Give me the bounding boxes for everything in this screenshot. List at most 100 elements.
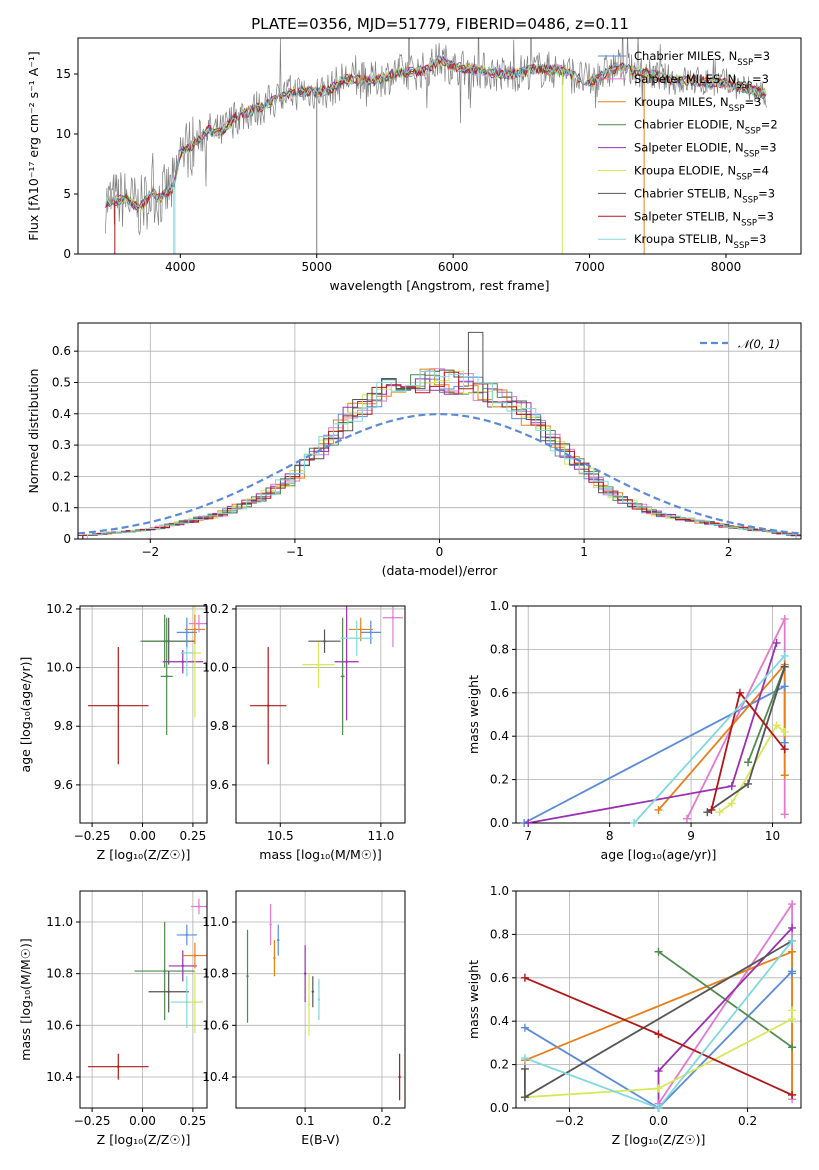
plus-marker [727,782,736,791]
x-tick-label: 0.00 [129,1114,156,1128]
data-point [303,972,307,975]
y-tick-label: 0.2 [490,1058,509,1072]
series-line-kroupa-stelib [633,655,786,823]
data-point [117,1065,120,1068]
x-tick-label: 0.25 [180,829,207,843]
y-tick-label: 15 [56,67,71,81]
y-tick-label: 10.4 [46,1070,73,1084]
legend-label: Salpeter STELIB, NSSP=3 [634,209,774,228]
y-axis-label: Normed distribution [26,369,41,494]
data-point [163,639,166,643]
plus-marker [780,727,789,736]
axes-frame [235,890,406,1109]
legend-label-gaussian: 𝒩(0, 1) [738,337,780,351]
x-tick-label: −0.25 [74,829,111,843]
plus-marker [772,721,781,730]
data-point [307,1003,311,1006]
y-tick-label: 0.6 [490,686,509,700]
panel-age_vs_Z: −0.25 0.00 0.25 9.6 9.8 10.0 10.2 Z [log₁₀(Z/Z☉… [18,602,208,862]
y-tick-label: 9.6 [54,778,73,792]
plus-marker [727,799,736,808]
legend-suffix: =3 [744,95,761,109]
plot-area [104,38,767,254]
x-tick-label: 8000 [711,260,742,274]
plus-marker [520,1064,529,1073]
data-point [193,954,197,957]
data-point [193,628,197,631]
panel-residuals: −2 −1 0 1 2 0 0.1 0.2 0.3 0.4 0.5 0.6 (data-model)/e… [26,322,802,578]
data-point [398,1075,401,1079]
y-tick-label: 0.4 [52,407,71,421]
data-point [197,622,201,625]
legend-subscript: SSP [736,81,752,91]
plus-marker [780,810,789,819]
histogram-kroupa-elodie [87,370,801,539]
panel-spectrum: 4000 5000 6000 7000 8000 0 5 10 15 wavelength [An… [26,37,802,293]
y-tick-label: 5 [63,187,71,201]
plus-marker [520,973,529,982]
plus-marker [654,1104,663,1112]
plus-marker [703,808,712,817]
x-tick-label: 7000 [574,260,605,274]
x-tick-label: 4000 [165,260,196,274]
y-tick-label: 0.0 [490,816,509,830]
data-point [391,616,395,619]
x-axis-label: (data-model)/error [382,563,499,578]
plus-marker [524,819,533,827]
y-tick-label: 9.8 [210,719,229,733]
x-tick-label: 0.1 [296,1114,315,1128]
y-tick-label: 10.0 [202,661,229,675]
x-tick-label: −0.2 [555,1114,584,1128]
legend-suffix: =3 [757,209,774,223]
plus-marker [744,779,753,788]
series-line-salpeter-elodie [528,642,778,823]
data-point [185,933,189,937]
x-tick-label: 8 [606,829,614,843]
panel-weight_vs_Z: −0.2 0.0 0.2 0.0 0.2 0.4 0.6 0.8 1.0 Z [log₁₀(Z/Z… [466,884,802,1147]
data-point [317,998,321,1001]
plus-marker [788,923,797,932]
data-point [266,704,270,707]
legend-suffix: =3 [753,49,770,63]
plus-marker [520,1093,529,1102]
plot-area [516,891,801,1108]
legend-subscript: SSP [736,173,752,183]
y-axis-label: mass weight [466,675,481,754]
x-tick-label: −2 [141,545,159,559]
y-tick-label: 10.0 [46,661,73,675]
data-point [197,905,201,908]
plus-marker [744,758,753,767]
legend-label: Kroupa MILES, NSSP=3 [634,95,761,114]
x-tick-label: 0 [436,545,444,559]
plot-area [80,891,207,1108]
y-tick-label: 0.4 [490,1014,509,1028]
y-tick-label: 0.5 [52,375,71,389]
plus-marker [788,1006,797,1015]
legend-suffix: =3 [758,186,775,200]
y-tick-label: 10.6 [46,1018,73,1032]
axes-frame [77,322,802,540]
plus-marker [788,1043,797,1052]
axes-frame [79,605,208,824]
y-tick-label: 0.2 [490,773,509,787]
x-axis-label: Z [log₁₀(Z/Z☉)] [612,1132,706,1147]
plot-area [236,891,405,1108]
plus-marker [788,1090,797,1099]
y-tick-label: 0 [63,247,71,261]
plus-marker [788,936,797,945]
y-tick-label: 1.0 [490,599,509,613]
series-line-chabrier-miles [523,684,786,823]
plus-marker [630,819,639,827]
panel-mass_vs_Z: −0.25 0.00 0.25 10.4 10.6 10.8 11.0 Z [log₁₀(Z/… [18,890,208,1147]
plus-marker [788,900,797,909]
series-line-kroupa-elodie [524,1010,793,1099]
plus-marker [654,947,663,956]
x-tick-label: 10 [765,829,780,843]
y-tick-label: 10.6 [202,1018,229,1032]
plus-marker [788,969,797,978]
legend-label: Chabrier STELIB, NSSP=3 [634,186,775,205]
plus-marker [654,1084,663,1093]
legend-label: Chabrier ELODIE, NSSP=2 [634,118,778,137]
data-point [369,631,372,634]
histogram-kroupa-stelib [87,371,801,539]
